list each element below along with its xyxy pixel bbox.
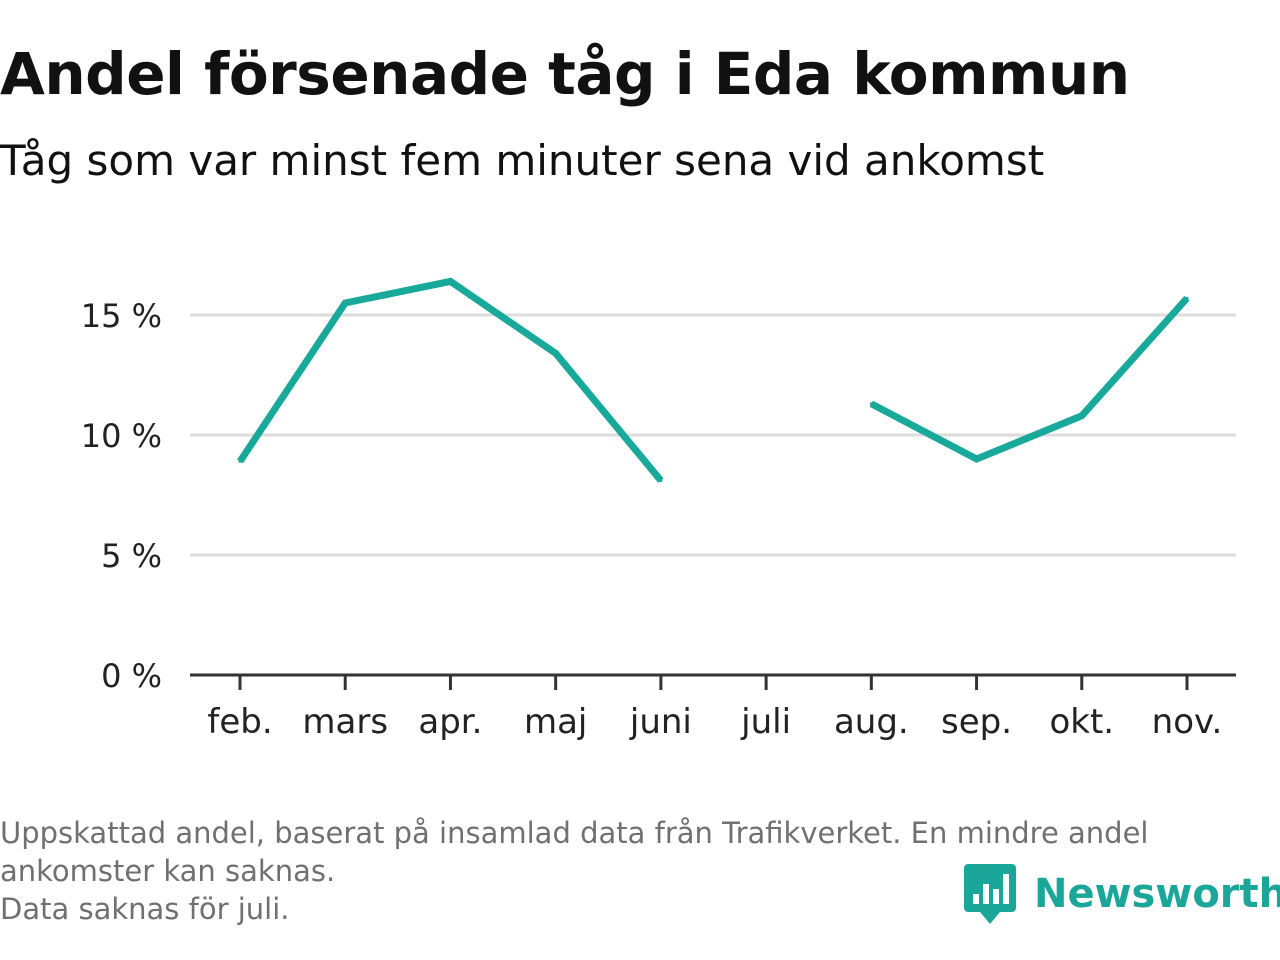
footnotes: Uppskattad andel, baserat på insamlad da… xyxy=(0,814,1270,928)
x-tick-label: mars xyxy=(302,702,388,742)
footnote-line: ankomster kan saknas. xyxy=(0,854,336,888)
x-tick-label: maj xyxy=(524,702,587,742)
footnote-line: Uppskattad andel, baserat på insamlad da… xyxy=(0,816,1149,850)
x-tick-label: aug. xyxy=(834,702,909,742)
brand-name: Newsworthy xyxy=(1034,871,1280,917)
chart-subtitle: Tåg som var minst fem minuter sena vid a… xyxy=(0,136,1045,185)
x-tick-label: juni xyxy=(629,702,692,742)
x-tick-label: nov. xyxy=(1152,702,1223,742)
x-axis-ticks: feb. mars apr. maj juni juli aug. sep. okt. nov. xyxy=(207,675,1222,742)
footnote-line: Data saknas för juli. xyxy=(0,892,290,926)
data-point xyxy=(1185,296,1189,300)
data-point xyxy=(238,459,242,463)
x-tick-label: apr. xyxy=(418,702,482,742)
data-point xyxy=(1080,414,1084,418)
data-point xyxy=(343,301,347,305)
chart-title: Andel försenade tåg i Eda kommun xyxy=(0,40,1130,108)
x-tick-label: juli xyxy=(740,702,791,742)
series-line xyxy=(237,277,1190,483)
y-tick-label: 0 % xyxy=(101,657,162,695)
x-tick-label: okt. xyxy=(1049,702,1114,742)
series-line-segment xyxy=(869,295,1190,463)
data-point xyxy=(448,279,452,283)
line-chart: 0 % 5 % 10 % 15 % feb. mars apr. maj juni juli au… xyxy=(81,277,1236,742)
data-point xyxy=(659,479,663,483)
y-tick-label: 15 % xyxy=(81,297,162,335)
gridlines xyxy=(190,313,1236,557)
x-tick-label: sep. xyxy=(941,702,1012,742)
newsworthy-logo-icon xyxy=(964,864,1016,924)
y-tick-label: 10 % xyxy=(81,417,162,455)
data-point xyxy=(554,351,558,355)
series-line-segment xyxy=(237,277,664,483)
y-tick-label: 5 % xyxy=(101,537,162,575)
brand-logo: Newsworthy xyxy=(964,862,1280,926)
data-point xyxy=(869,402,873,406)
data-point xyxy=(975,457,979,461)
x-tick-label: feb. xyxy=(207,702,272,742)
y-axis-ticks: 0 % 5 % 10 % 15 % xyxy=(81,297,162,695)
